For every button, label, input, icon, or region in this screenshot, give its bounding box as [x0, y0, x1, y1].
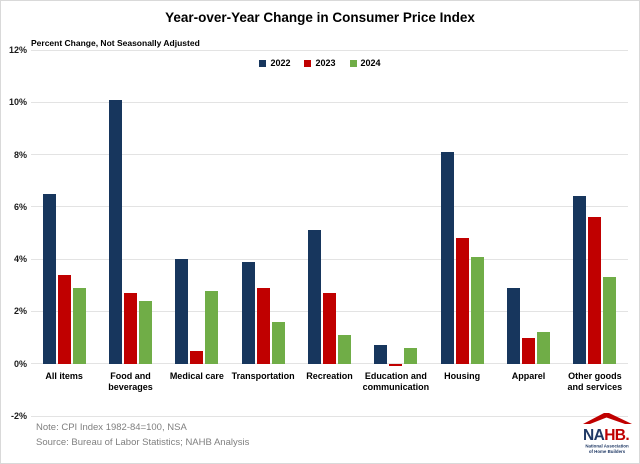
y-tick-label: 0%	[13, 358, 27, 369]
bar-2024-transportation	[271, 321, 285, 364]
gridline	[31, 206, 628, 208]
bar-2024-apparel	[537, 332, 550, 364]
chart-title: Year-over-Year Change in Consumer Price …	[165, 10, 475, 25]
roof-icon	[583, 413, 632, 424]
legend-swatch-icon	[349, 59, 357, 67]
bar-2022-housing	[440, 151, 454, 364]
chart-subtitle: Percent Change, Not Seasonally Adjusted	[31, 38, 200, 48]
bar-2022-apparel	[507, 287, 520, 364]
bar-2023-education-and-communication	[389, 363, 403, 367]
y-tick-label: 10%	[8, 97, 27, 108]
x-category-label: Medical care	[169, 370, 224, 381]
bar-2023-food-and-beverages	[124, 293, 137, 364]
chart-legend: 2022 2023 2024	[1, 58, 639, 68]
bar-2024-food-and-beverages	[139, 300, 152, 364]
bar-2022-education-and-communication	[374, 345, 388, 364]
bar-2022-all-items	[42, 193, 56, 364]
y-tick-label: -2%	[10, 411, 27, 421]
y-tick-label: 2%	[13, 306, 27, 317]
y-tick-label: 12%	[8, 45, 27, 55]
y-tick-label: 6%	[13, 201, 27, 212]
bar-2023-all-items	[57, 274, 71, 364]
bar-2022-recreation	[308, 230, 321, 364]
bar-2022-other-goods-and-services	[573, 196, 587, 364]
x-category-label: Education and communication	[362, 370, 430, 393]
bar-2023-medical-care	[190, 350, 204, 364]
y-axis: 12% 10% 8% 6% 4% 2% 0% -2%	[1, 45, 27, 421]
y-tick-label: 4%	[13, 254, 27, 265]
x-category-label: Other goods and services	[567, 370, 623, 393]
legend-label: 2022	[270, 58, 291, 68]
legend-item-2023: 2023	[304, 58, 336, 68]
gridline	[31, 101, 628, 103]
x-category-label: Apparel	[511, 370, 546, 381]
bar-2023-transportation	[256, 287, 270, 364]
bar-2022-food-and-beverages	[109, 99, 122, 364]
plot-area: All items Food and beverages Medical care Tr…	[31, 49, 628, 417]
bar-2024-medical-care	[205, 290, 219, 364]
x-category-label: Food and beverages	[108, 370, 153, 393]
nahb-logo: NAHB. National Association of Home Build…	[582, 411, 634, 461]
legend-item-2022: 2022	[259, 58, 290, 68]
x-category-label: Transportation	[231, 370, 295, 381]
bar-2023-other-goods-and-services	[588, 217, 602, 364]
bar-2024-recreation	[338, 334, 351, 364]
legend-label: 2023	[315, 58, 336, 68]
gridline	[31, 49, 628, 51]
legend-label: 2024	[360, 58, 381, 68]
bar-2023-apparel	[522, 337, 535, 364]
bar-2024-other-goods-and-services	[603, 277, 617, 364]
x-category-label: All items	[45, 370, 83, 381]
x-category-label: Recreation	[306, 370, 353, 381]
legend-swatch-icon	[304, 59, 312, 67]
bar-2023-recreation	[323, 293, 336, 364]
gridline	[31, 415, 628, 417]
bar-2024-education-and-communication	[404, 348, 418, 364]
footer-notes: Note: CPI Index 1982-84=100, NSA Source:…	[36, 420, 249, 450]
gridline	[31, 363, 628, 365]
bar-2024-housing	[470, 256, 484, 364]
note-line: Note: CPI Index 1982-84=100, NSA	[36, 422, 187, 433]
bar-2024-all-items	[72, 287, 86, 364]
gridline	[31, 154, 628, 156]
legend-swatch-icon	[259, 59, 267, 67]
bar-2022-medical-care	[175, 259, 189, 364]
source-line: Source: Bureau of Labor Statistics; NAHB…	[36, 437, 250, 449]
nahb-logo-graphic: NAHB. National Association of Home Build…	[583, 413, 632, 454]
svg-text:NAHB.: NAHB.	[583, 427, 629, 444]
x-category-label: Housing	[444, 370, 481, 381]
svg-text:of Home Builders: of Home Builders	[589, 449, 626, 454]
bar-2023-housing	[455, 238, 469, 364]
bar-2022-transportation	[241, 261, 255, 364]
gridline	[31, 258, 628, 260]
svg-text:National Association: National Association	[585, 444, 629, 449]
legend-item-2024: 2024	[349, 58, 381, 68]
y-tick-label: 8%	[13, 149, 27, 160]
